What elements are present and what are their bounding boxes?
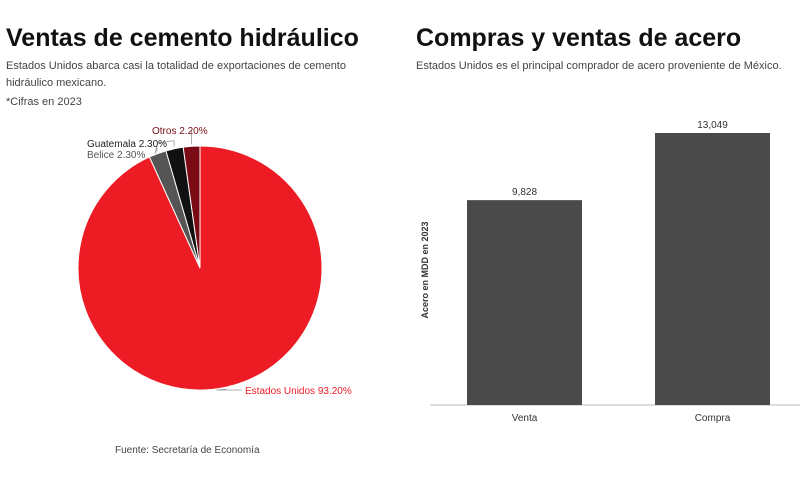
- pie-label: Belice 2.30%: [87, 150, 145, 161]
- left-subtitle: Estados Unidos abarca casi la totalidad …: [6, 60, 346, 89]
- left-note: *Cifras en 2023: [6, 96, 82, 108]
- x-tick-label: Venta: [512, 413, 538, 424]
- pie-label: Otros 2.20%: [152, 126, 208, 137]
- bar-venta: [467, 200, 582, 405]
- pie-label: Guatemala 2.30%: [87, 139, 167, 150]
- source-note: Fuente: Secretaría de Economía: [115, 445, 260, 456]
- bar-compra: [655, 133, 770, 405]
- pie-leader-line: [216, 388, 242, 391]
- pie-leader-line: [154, 145, 158, 155]
- right-subtitle: Estados Unidos es el principal comprador…: [416, 60, 782, 72]
- bar-value-label: 13,049: [697, 120, 728, 131]
- left-title: Ventas de cemento hidráulico: [6, 24, 359, 52]
- pie-label: Estados Unidos 93.20%: [245, 386, 352, 397]
- pie-leader-line: [156, 140, 175, 147]
- x-tick-label: Compra: [695, 413, 731, 424]
- right-title: Compras y ventas de acero: [416, 24, 742, 52]
- bar-value-label: 9,828: [512, 187, 537, 198]
- y-axis-label: Acero en MDD en 2023: [420, 221, 430, 318]
- pie-slice-otros: [182, 145, 201, 269]
